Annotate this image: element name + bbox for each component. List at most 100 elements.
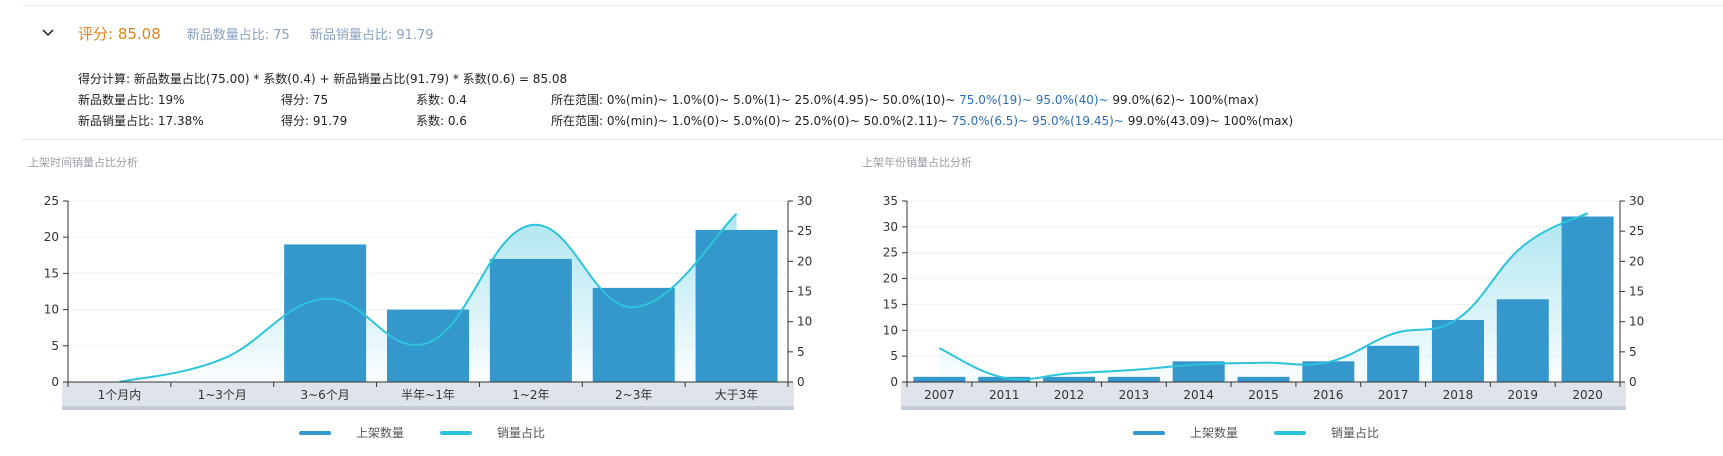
bar-shelf-count <box>695 229 778 382</box>
x-tick-label: 2014 <box>1183 388 1214 402</box>
chart-title-shelf-year: 上架年份销量占比分析 <box>862 156 972 169</box>
y-tick-label-left: 0 <box>890 375 898 389</box>
calc-metric: 新品数量占比: 19% <box>78 93 185 107</box>
section-divider <box>22 139 1723 140</box>
datazoom-band <box>901 382 1626 410</box>
bar-shelf-count <box>1302 361 1355 382</box>
bar-shelf-count <box>1496 299 1549 382</box>
legend-label: 上架数量 <box>1190 426 1239 440</box>
chart-shelf-year: 0 5 10 15 20 25 30 35 0 5 10 15 20 25 30 2007 2011 2012 20… <box>883 194 1644 410</box>
calc-coef: 系数: 0.6 <box>416 114 467 128</box>
bar-shelf-count <box>1107 376 1160 382</box>
datazoom-handle <box>901 406 1626 410</box>
new-sales-ratio: 新品销量占比: 91.79 <box>309 27 434 43</box>
x-tick-label: 2~3年 <box>615 388 652 402</box>
score-formula: 得分计算: 新品数量占比(75.00) * 系数(0.4) + 新品销量占比(9… <box>78 72 568 86</box>
legend-item-line[interactable]: 销量占比 <box>440 424 545 441</box>
sales-ratio-line <box>119 212 738 383</box>
y-tick-label-right: 20 <box>1629 254 1644 268</box>
bar-shelf-count <box>1172 361 1225 382</box>
y-tick-label-left: 15 <box>883 297 898 311</box>
x-tick-label: 2013 <box>1119 388 1150 402</box>
legend-item-line[interactable]: 销量占比 <box>1274 424 1379 441</box>
y-tick-label-right: 15 <box>1629 285 1644 299</box>
legend-label: 销量占比 <box>1331 426 1380 440</box>
calc-range: 所在范围: 0%(min)~ 1.0%(0)~ 5.0%(0)~ 25.0%(0… <box>551 112 1293 129</box>
score-header: 评分: 85.08 新品数量占比: 75 新品销量占比: 91.79 <box>40 22 454 44</box>
bar-shelf-count <box>284 244 367 382</box>
bar-shelf-count <box>1431 319 1484 382</box>
y-tick-label-right: 20 <box>797 254 812 268</box>
chart-title-shelf-time: 上架时间销量占比分析 <box>28 156 138 169</box>
bar-shelf-count <box>1237 376 1290 382</box>
x-tick-label: 2020 <box>1572 388 1603 402</box>
x-tick-label: 大于3年 <box>715 388 759 402</box>
x-tick-label: 2011 <box>989 388 1020 402</box>
new-count-ratio: 新品数量占比: 75 <box>186 27 290 43</box>
x-tick-label: 2007 <box>924 388 955 402</box>
datazoom-handle <box>62 406 794 410</box>
legend-swatch-bar <box>1133 430 1165 435</box>
calc-range: 所在范围: 0%(min)~ 1.0%(0)~ 5.0%(1)~ 25.0%(4… <box>551 91 1259 108</box>
bar-shelf-count <box>592 287 675 382</box>
y-tick-label-right: 25 <box>1629 224 1644 238</box>
calc-metric: 新品销量占比: 17.38% <box>78 114 204 128</box>
y-tick-label-right: 10 <box>797 315 812 329</box>
legend-label: 上架数量 <box>356 426 405 440</box>
x-tick-label: 1~3个月 <box>198 388 247 402</box>
x-tick-label: 2016 <box>1313 388 1344 402</box>
x-tick-label: 2012 <box>1054 388 1085 402</box>
y-tick-label-left: 5 <box>890 349 898 363</box>
y-tick-label-right: 30 <box>797 194 812 208</box>
sales-ratio-area <box>119 213 737 382</box>
legend-label: 销量占比 <box>497 426 546 440</box>
x-tick-label: 2018 <box>1443 388 1474 402</box>
y-tick-label-left: 0 <box>51 375 59 389</box>
bar-shelf-count <box>1367 345 1420 382</box>
x-tick-label: 3~6个月 <box>300 388 349 402</box>
x-tick-label: 2019 <box>1507 388 1538 402</box>
calc-score: 得分: 75 <box>281 93 329 107</box>
range-suffix: 99.0%(62)~ 100%(max) <box>1108 93 1259 107</box>
y-tick-label-left: 20 <box>883 272 898 286</box>
range-highlight: 75.0%(6.5)~ 95.0%(19.45)~ <box>951 114 1124 128</box>
y-tick-label-left: 10 <box>44 303 59 317</box>
y-tick-label-right: 10 <box>1629 315 1644 329</box>
y-tick-label-right: 30 <box>1629 194 1644 208</box>
y-tick-label-left: 10 <box>883 323 898 337</box>
y-tick-label-right: 0 <box>797 375 805 389</box>
bar-shelf-count <box>1561 216 1614 382</box>
x-tick-label: 1个月内 <box>98 388 142 402</box>
calc-row-sales: 新品销量占比: 17.38% 得分: 91.79 系数: 0.6 所在范围: 0… <box>78 112 1723 128</box>
y-tick-label-left: 20 <box>44 230 59 244</box>
bar-shelf-count <box>978 376 1031 382</box>
datazoom-band <box>62 382 794 410</box>
calc-coef: 系数: 0.4 <box>416 93 467 107</box>
chevron-down-icon[interactable] <box>40 25 56 41</box>
y-tick-label-left: 25 <box>883 246 898 260</box>
y-tick-label-right: 5 <box>1629 345 1637 359</box>
x-tick-label: 1~2年 <box>512 388 549 402</box>
chart-legend: 上架数量 销量占比 <box>1133 424 1415 441</box>
x-tick-label: 半年~1年 <box>401 388 455 402</box>
y-tick-label-left: 35 <box>883 194 898 208</box>
x-tick-label: 2015 <box>1248 388 1279 402</box>
legend-swatch-line <box>1274 430 1307 435</box>
bar-shelf-count <box>913 376 966 382</box>
sales-ratio-area <box>939 213 1588 382</box>
legend-item-bar[interactable]: 上架数量 <box>299 424 404 441</box>
legend-item-bar[interactable]: 上架数量 <box>1133 424 1238 441</box>
bar-shelf-count <box>387 309 469 382</box>
y-tick-label-right: 0 <box>1629 375 1637 389</box>
y-tick-label-right: 15 <box>797 285 812 299</box>
bar-shelf-count <box>1043 376 1096 382</box>
y-tick-label-right: 25 <box>797 224 812 238</box>
sales-ratio-line <box>938 212 1589 381</box>
y-tick-label-left: 5 <box>51 339 59 353</box>
chart-shelf-time: 0 5 10 15 20 25 0 5 10 15 20 25 30 1个月内 1~3个月 3~6个月 半年~1… <box>44 194 812 410</box>
x-tick-label: 2017 <box>1378 388 1409 402</box>
range-suffix: 99.0%(43.09)~ 100%(max) <box>1123 114 1294 128</box>
range-highlight: 75.0%(19)~ 95.0%(40)~ <box>959 93 1109 107</box>
calc-row-count: 新品数量占比: 19% 得分: 75 系数: 0.4 所在范围: 0%(min)… <box>78 91 1723 107</box>
range-prefix: 所在范围: 0%(min)~ 1.0%(0)~ 5.0%(0)~ 25.0%(0… <box>551 114 952 128</box>
